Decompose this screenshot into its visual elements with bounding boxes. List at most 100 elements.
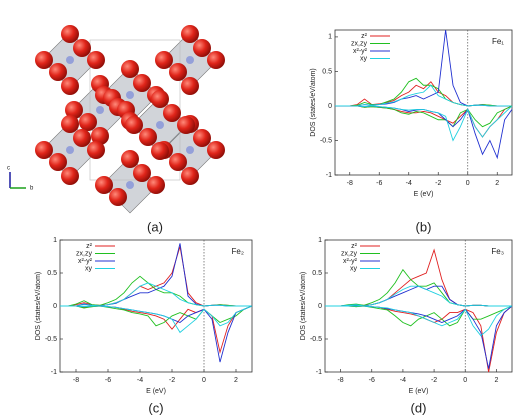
dos-line xyxy=(325,268,512,307)
x-tick-label: -8 xyxy=(347,180,353,187)
y-tick-label: 1 xyxy=(328,34,332,41)
x-tick-label: -6 xyxy=(376,180,382,187)
oxygen-atom xyxy=(181,167,199,185)
y-axis-label: DOS (states/eV/atom) xyxy=(310,68,317,136)
dos-line xyxy=(335,77,512,107)
y-tick-label: 0.5 xyxy=(47,270,57,277)
x-tick-label: -8 xyxy=(337,377,343,384)
oxygen-atom xyxy=(61,25,79,43)
y-tick-label: -1 xyxy=(51,369,57,376)
oxygen-atom xyxy=(49,63,67,81)
x-axis-label: E (eV) xyxy=(414,191,434,198)
oxygen-atom xyxy=(35,51,53,69)
y-tick-label: -0.5 xyxy=(310,336,322,343)
y-tick-label: 0 xyxy=(318,303,322,310)
x-tick-label: -2 xyxy=(431,377,437,384)
oxygen-atom xyxy=(49,153,67,171)
oxygen-atom xyxy=(95,176,113,194)
oxygen-atom xyxy=(181,77,199,95)
legend-label: z² xyxy=(361,33,368,40)
oxygen-atom xyxy=(207,51,225,69)
dos-line xyxy=(60,282,252,307)
y-tick-label: 0 xyxy=(328,103,332,110)
dos-line xyxy=(60,275,252,307)
iron-atom xyxy=(126,91,134,99)
legend-label: zx,zy xyxy=(341,250,357,257)
x-tick-label: -4 xyxy=(400,377,406,384)
oxygen-atom xyxy=(163,104,181,122)
iron-atom xyxy=(126,181,134,189)
oxygen-atom xyxy=(133,74,151,92)
iron-atom xyxy=(186,56,194,64)
oxygen-atom xyxy=(109,188,127,206)
axis-label: b xyxy=(30,186,34,192)
oxygen-atom xyxy=(35,141,53,159)
x-tick-label: -2 xyxy=(435,180,441,187)
legend-label: xy xyxy=(360,55,368,62)
oxygen-atom xyxy=(73,129,91,147)
oxygen-atom xyxy=(139,128,157,146)
dos-line xyxy=(60,305,253,334)
x-tick-label: 2 xyxy=(234,377,238,384)
oxygen-atom xyxy=(133,164,151,182)
oxygen-atom xyxy=(65,101,83,119)
x-tick-label: -4 xyxy=(406,180,412,187)
y-tick-label: 1 xyxy=(53,237,57,244)
oxygen-atom xyxy=(121,60,139,78)
x-tick-label: 0 xyxy=(202,377,206,384)
chart-title: Fe₂ xyxy=(232,247,244,256)
oxygen-atom xyxy=(193,39,211,57)
dos-line xyxy=(60,305,253,363)
y-tick-label: -0.5 xyxy=(45,336,57,343)
oxygen-atom xyxy=(177,116,195,134)
oxygen-atom xyxy=(61,115,79,133)
y-axis-label: DOS (states/eV/atom) xyxy=(35,272,42,340)
dos-line xyxy=(325,305,513,327)
oxygen-atom xyxy=(61,167,79,185)
chart-title: Fe₁ xyxy=(492,37,504,46)
y-tick-label: -0.5 xyxy=(320,137,332,144)
oxygen-atom xyxy=(181,25,199,43)
oxygen-atom xyxy=(147,176,165,194)
y-tick-label: 0.5 xyxy=(322,68,332,75)
legend-label: zx,zy xyxy=(351,40,367,47)
oxygen-atom xyxy=(73,39,91,57)
x-tick-label: -4 xyxy=(137,377,143,384)
oxygen-atom xyxy=(151,90,169,108)
oxygen-atom xyxy=(91,127,109,145)
x-tick-label: -8 xyxy=(73,377,79,384)
y-axis-label: DOS (states/eV/atom) xyxy=(300,272,307,340)
panel-label: (d) xyxy=(411,400,427,415)
oxygen-atom xyxy=(87,141,105,159)
legend-label: x²-y² xyxy=(78,258,93,265)
panel-label: (a) xyxy=(147,219,163,234)
y-tick-label: 0.5 xyxy=(312,270,322,277)
panel-label: (c) xyxy=(148,400,163,415)
legend-label: x²-y² xyxy=(353,48,368,55)
x-tick-label: -6 xyxy=(369,377,375,384)
legend-label: z² xyxy=(351,243,358,250)
oxygen-atom xyxy=(121,150,139,168)
x-tick-label: 2 xyxy=(495,180,499,187)
y-tick-label: 0 xyxy=(53,303,57,310)
legend-label: xy xyxy=(350,265,358,272)
x-axis-label: E (eV) xyxy=(146,388,166,395)
oxygen-atom xyxy=(87,51,105,69)
oxygen-atom xyxy=(151,142,169,160)
dos-line xyxy=(325,285,512,307)
x-tick-label: 2 xyxy=(494,377,498,384)
axis-label: c xyxy=(7,166,10,172)
oxygen-atom xyxy=(169,153,187,171)
iron-atom xyxy=(96,106,104,114)
legend-label: z² xyxy=(86,243,93,250)
iron-atom xyxy=(66,146,74,154)
legend-label: x²-y² xyxy=(343,258,358,265)
oxygen-atom xyxy=(125,116,143,134)
dos-line xyxy=(335,105,513,128)
oxygen-atom xyxy=(61,77,79,95)
y-tick-label: -1 xyxy=(326,172,332,179)
plot-frame xyxy=(334,29,513,176)
x-tick-label: -2 xyxy=(169,377,175,384)
x-axis-label: E (eV) xyxy=(409,388,429,395)
dos-line xyxy=(60,305,253,354)
